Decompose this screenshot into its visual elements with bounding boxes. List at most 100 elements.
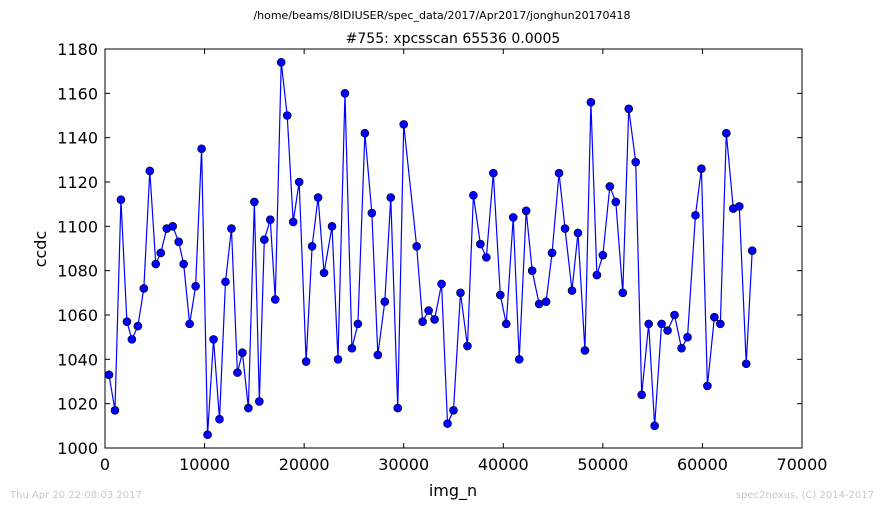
data-point: [294, 177, 304, 187]
data-point: [430, 315, 439, 324]
data-point: [691, 210, 700, 220]
data-point: [156, 248, 166, 258]
data-point: [508, 213, 518, 222]
data-point: [734, 202, 744, 211]
data-point: [722, 128, 731, 138]
data-point: [255, 397, 264, 406]
data-point: [677, 343, 686, 353]
data-point: [741, 359, 751, 369]
x-tick-label: 70000: [777, 455, 828, 474]
data-line: [108, 62, 753, 435]
y-tick-label: 1120: [57, 173, 98, 192]
data-point: [203, 430, 212, 440]
data-point: [663, 326, 672, 335]
data-point: [437, 279, 446, 289]
data-point: [353, 319, 363, 329]
x-tick-label: 0: [100, 455, 110, 474]
y-tick-label: 1020: [57, 395, 98, 414]
data-point: [288, 217, 298, 227]
data-point: [221, 277, 230, 287]
data-point: [265, 215, 275, 224]
data-point: [386, 193, 396, 202]
data-point: [244, 403, 253, 413]
data-point: [270, 295, 280, 304]
y-axis-label: ccdc: [31, 231, 50, 268]
data-point: [489, 168, 498, 178]
x-axis-label: img_n: [429, 481, 477, 501]
data-point: [618, 288, 628, 298]
data-point: [611, 197, 621, 207]
data-point: [307, 241, 317, 251]
data-point: [644, 319, 653, 329]
x-tick-label: 20000: [279, 455, 330, 474]
chart-title: #755: xpcsscan 65536 0.0005: [346, 31, 561, 47]
data-point: [592, 270, 602, 280]
y-tick-label: 1040: [57, 350, 98, 369]
data-point: [250, 197, 259, 207]
data-point: [443, 419, 452, 428]
data-point: [380, 297, 390, 307]
data-point: [209, 335, 218, 344]
data-point: [476, 239, 485, 249]
plot-frame: [104, 48, 803, 449]
data-point: [179, 259, 188, 269]
data-point: [191, 281, 200, 291]
data-point: [139, 284, 149, 293]
data-point: [514, 355, 524, 364]
data-point: [373, 350, 383, 360]
data-point: [670, 310, 679, 320]
data-point: [116, 195, 126, 205]
suptitle: /home/beams/8IDIUSER/spec_data/2017/Apr2…: [253, 9, 630, 22]
data-point: [313, 193, 323, 202]
y-tick-label: 1160: [57, 84, 98, 103]
y-tick-label: 1060: [57, 306, 98, 325]
data-point: [637, 390, 646, 400]
footer-right: spec2nexus, (C) 2014-2017: [736, 490, 874, 501]
data-point: [605, 182, 615, 191]
data-point: [227, 224, 236, 233]
data-point: [367, 208, 377, 218]
data-point: [412, 241, 421, 251]
data-point: [697, 164, 706, 173]
data-point: [424, 306, 433, 315]
data-point: [710, 312, 719, 322]
data-point: [495, 290, 505, 300]
data-point: [650, 421, 659, 431]
data-point: [580, 346, 590, 355]
data-point: [151, 259, 161, 269]
data-point: [333, 355, 343, 364]
data-point: [567, 286, 577, 295]
x-tick-label: 30000: [378, 455, 429, 474]
data-point: [319, 268, 329, 278]
data-point: [233, 368, 242, 377]
data-point: [463, 341, 472, 351]
data-point: [185, 319, 194, 329]
data-point: [716, 319, 725, 329]
data-point: [657, 319, 666, 329]
y-tick-label: 1000: [57, 439, 98, 458]
data-point: [215, 414, 224, 424]
data-point: [168, 222, 178, 231]
data-point: [127, 335, 137, 344]
data-point: [360, 128, 370, 138]
x-tick-label: 40000: [478, 455, 529, 474]
data-point: [145, 166, 155, 176]
data-point: [238, 348, 247, 357]
data-point: [624, 104, 634, 114]
data-point: [399, 120, 409, 129]
data-point: [598, 250, 608, 260]
data-point: [110, 406, 120, 415]
data-point: [554, 168, 564, 178]
data-point: [418, 317, 427, 326]
data-point: [501, 319, 511, 329]
data-point: [586, 97, 596, 107]
x-tick-label: 60000: [677, 455, 728, 474]
data-point: [541, 297, 551, 307]
data-point: [747, 246, 757, 256]
data-point: [197, 144, 206, 154]
data-point: [301, 357, 311, 366]
data-point: [521, 206, 531, 216]
data-point: [482, 253, 491, 262]
x-tick-label: 10000: [179, 455, 230, 474]
data-point: [327, 222, 337, 231]
